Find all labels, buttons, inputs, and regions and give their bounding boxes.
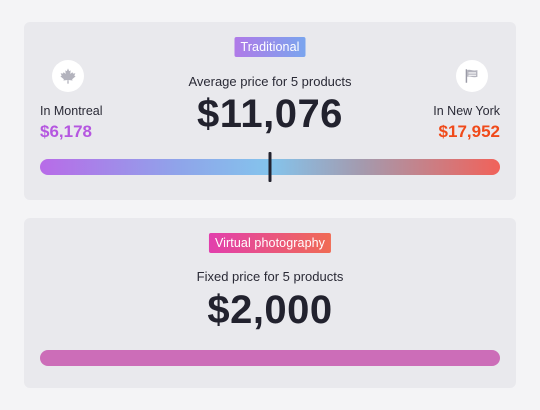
traditional-caption: Average price for 5 products xyxy=(188,74,352,89)
new-york-label: In New York xyxy=(433,104,500,118)
traditional-badge: Traditional xyxy=(234,37,306,57)
virtual-fixed-price: $2,000 xyxy=(207,288,333,332)
fixed-price-bar xyxy=(40,350,500,366)
virtual-badge: Virtual photography xyxy=(208,233,332,253)
virtual-pricing-card: Virtual photography Fixed price for 5 pr… xyxy=(24,218,516,388)
montreal-label: In Montreal xyxy=(40,104,103,118)
average-price-marker xyxy=(268,152,272,182)
maple-leaf-icon xyxy=(52,60,84,92)
montreal-price: $6,178 xyxy=(40,122,92,141)
virtual-caption: Fixed price for 5 products xyxy=(196,269,344,284)
flag-icon xyxy=(456,60,488,92)
price-range-bar xyxy=(40,152,500,182)
traditional-pricing-card: Traditional In Montreal $6,178 Average p… xyxy=(24,22,516,200)
traditional-average-price: $11,076 xyxy=(197,92,343,136)
new-york-price: $17,952 xyxy=(438,122,500,141)
